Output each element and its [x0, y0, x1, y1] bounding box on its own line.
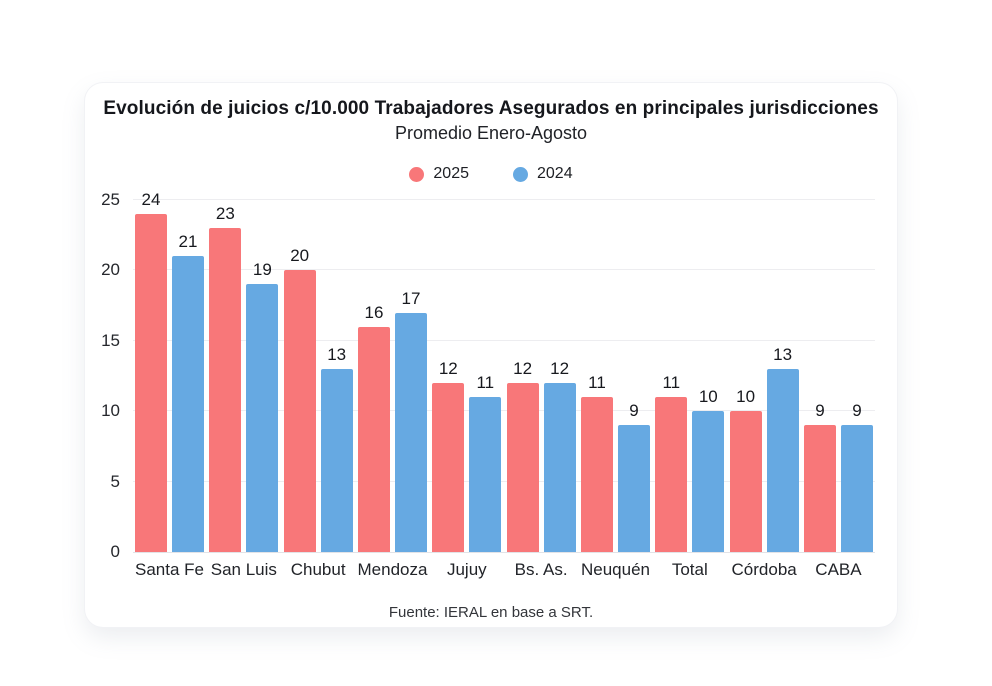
- bar-value-2025-total: 11: [662, 373, 681, 393]
- bar-value-2024-neuqu-n: 9: [629, 401, 639, 421]
- x-label-text-mendoza: Mendoza: [357, 560, 428, 579]
- bar-group-c-rdoba: 10 13: [729, 345, 799, 552]
- y-tick-0: 0: [110, 542, 120, 561]
- bar-value-2024-san-luis: 19: [252, 260, 272, 280]
- bar-2025-c-rdoba: 10: [729, 387, 762, 552]
- x-label-text-neuqu-n: Neuquén: [580, 560, 650, 579]
- plot-area: 24 21 23 19 20 13 16 17 12 11 12 12 11 9 11 10 10 13 9 9: [133, 190, 875, 553]
- bar-2024-caba: 9: [840, 401, 873, 552]
- bar-group-total: 11 10: [655, 373, 725, 552]
- bar-group-neuqu-n: 11 9: [580, 373, 650, 552]
- legend-swatch-2024: [513, 166, 528, 182]
- x-label-text-total: Total: [671, 560, 708, 579]
- bar-group-chubut: 20 13: [283, 246, 353, 552]
- x-label-text-chubut: Chubut: [290, 560, 346, 579]
- x-label-caba: CABA: [804, 560, 873, 580]
- gridline-10: [133, 410, 875, 412]
- x-axis-labels: Santa Fe San Luis Chubut Mendoza Jujuy Bs. As…: [133, 560, 875, 580]
- bar-2025-bs-as: 12: [506, 359, 539, 552]
- x-axis-spacer: [93, 560, 133, 580]
- source-text: Fuente: IERAL en base a SRT.: [388, 604, 594, 621]
- bar-2024-neuqu-n: 9: [617, 401, 650, 552]
- bar-value-2025-san-luis: 23: [215, 204, 235, 224]
- bar-group-jujuy: 12 11: [432, 359, 502, 552]
- bar-2025-santa-fe: 24: [135, 190, 167, 552]
- x-label-text-san-luis: San Luis: [210, 560, 277, 579]
- bar-value-2025-santa-fe: 24: [141, 190, 161, 210]
- bar-2025-jujuy: 12: [432, 359, 465, 552]
- legend-swatch-2025: [409, 166, 425, 182]
- x-label-santa-fe: Santa Fe: [135, 560, 204, 580]
- bar-2025-mendoza: 16: [357, 303, 390, 552]
- bar-2024-santa-fe: 21: [172, 232, 204, 552]
- legend-item-2025: 2025: [409, 165, 469, 183]
- bar-2024-jujuy: 11: [469, 373, 502, 552]
- bar-value-2025-neuqu-n: 11: [588, 373, 606, 393]
- bar-2024-bs-as: 12: [543, 359, 576, 552]
- bar-value-2024-santa-fe: 21: [178, 232, 198, 252]
- gridline-5: [133, 480, 875, 482]
- legend-label-2024: 2024: [537, 165, 573, 182]
- bar-2025-neuqu-n: 11: [580, 373, 613, 552]
- y-axis: 0 5 10 15 20 25: [93, 190, 133, 561]
- x-label-text-bs-as: Bs. As.: [514, 560, 568, 579]
- bar-groups: 24 21 23 19 20 13 16 17 12 11 12 12 11 9 11 10 10 13 9 9: [133, 190, 875, 552]
- gridline-15: [133, 339, 875, 341]
- bar-2025-san-luis: 23: [209, 204, 242, 552]
- bar-2024-c-rdoba: 13: [766, 345, 799, 552]
- y-tick-20: 20: [101, 260, 120, 280]
- y-tick-25: 25: [101, 190, 120, 209]
- bar-value-2025-bs-as: 12: [513, 359, 533, 379]
- bar-value-2024-total: 10: [698, 387, 718, 407]
- bar-2025-caba: 9: [803, 401, 836, 552]
- bar-value-2025-jujuy: 12: [438, 359, 458, 379]
- legend: 2025 2024: [85, 165, 897, 183]
- legend-item-2024: 2024: [513, 165, 573, 183]
- chart-title: Evolución de juicios c/10.000 Trabajador…: [103, 98, 879, 119]
- bar-value-2024-mendoza: 17: [401, 288, 421, 308]
- gridline-20: [133, 269, 875, 271]
- x-label-text-caba: CABA: [815, 560, 862, 579]
- bar-value-2024-c-rdoba: 13: [773, 344, 793, 364]
- bar-2024-chubut: 13: [320, 345, 353, 552]
- x-axis: Santa Fe San Luis Chubut Mendoza Jujuy Bs. As…: [93, 560, 875, 580]
- x-label-bs-as: Bs. As.: [507, 560, 576, 580]
- chart-subtitle: Promedio Enero-Agosto: [394, 123, 588, 143]
- y-tick-5: 5: [110, 471, 120, 491]
- chart-card: Evolución de juicios c/10.000 Trabajador…: [85, 83, 897, 627]
- y-tick-10: 10: [101, 401, 120, 421]
- bar-2024-mendoza: 17: [394, 289, 427, 552]
- bar-value-2024-jujuy: 11: [476, 373, 495, 393]
- x-label-san-luis: San Luis: [209, 560, 278, 580]
- bar-value-2024-caba: 9: [852, 401, 862, 421]
- bar-value-2024-chubut: 13: [327, 344, 347, 364]
- bar-2025-total: 11: [655, 373, 688, 552]
- bar-2024-san-luis: 19: [246, 260, 279, 552]
- bar-value-2025-caba: 9: [815, 401, 825, 421]
- x-label-text-jujuy: Jujuy: [446, 560, 487, 579]
- x-label-mendoza: Mendoza: [357, 560, 428, 580]
- bar-2025-chubut: 20: [283, 246, 316, 552]
- y-tick-15: 15: [101, 330, 120, 350]
- x-label-jujuy: Jujuy: [432, 560, 501, 580]
- x-label-c-rdoba: Córdoba: [730, 560, 799, 580]
- bar-value-2024-bs-as: 12: [550, 359, 570, 379]
- bar-value-2025-c-rdoba: 10: [736, 387, 756, 407]
- bar-group-san-luis: 23 19: [209, 204, 279, 552]
- x-label-chubut: Chubut: [284, 560, 353, 580]
- x-label-total: Total: [655, 560, 724, 580]
- bar-value-2025-mendoza: 16: [364, 302, 384, 322]
- bar-group-mendoza: 16 17: [357, 289, 427, 552]
- bar-group-santa-fe: 24 21: [135, 190, 204, 552]
- chart-area: 0 5 10 15 20 25 24 21 23 19 20 13 16 17 12 11 12 12 11 9 11…: [93, 190, 875, 561]
- bar-value-2025-chubut: 20: [290, 246, 310, 266]
- x-label-text-santa-fe: Santa Fe: [135, 560, 204, 579]
- bar-2024-total: 10: [692, 387, 725, 552]
- x-label-text-c-rdoba: Córdoba: [731, 560, 797, 579]
- x-label-neuqu-n: Neuquén: [581, 560, 650, 580]
- bar-group-bs-as: 12 12: [506, 359, 576, 552]
- legend-label-2025: 2025: [433, 165, 469, 182]
- gridline-25: [133, 199, 875, 200]
